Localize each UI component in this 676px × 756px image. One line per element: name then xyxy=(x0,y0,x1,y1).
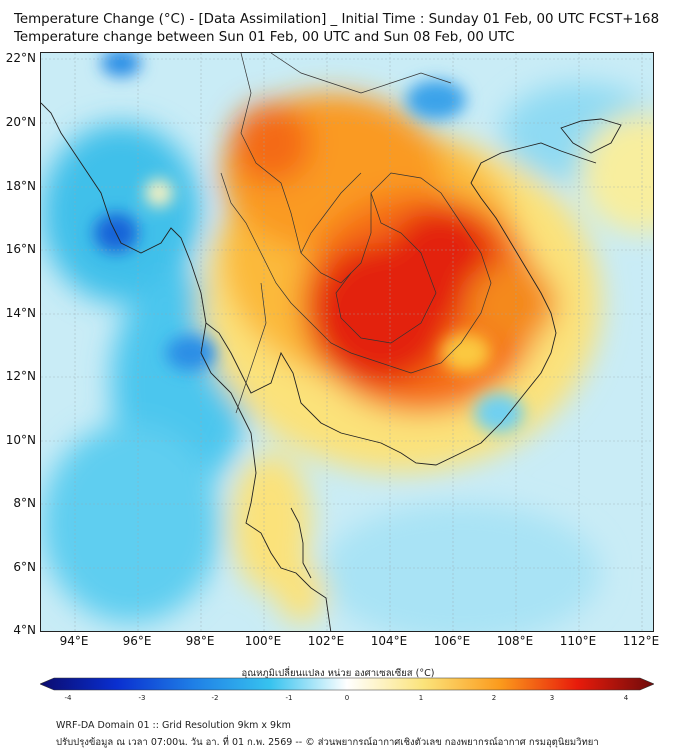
colorbar-tick: 4 xyxy=(623,694,629,702)
footer-model-info: WRF-DA Domain 01 :: Grid Resolution 9km … xyxy=(56,720,291,731)
lat-tick-4: 4°N xyxy=(13,623,36,637)
lat-tick-10: 10°N xyxy=(5,433,36,447)
map-subtitle: Temperature change between Sun 01 Feb, 0… xyxy=(14,30,515,45)
lon-tick-98: 98°E xyxy=(185,634,215,648)
lat-tick-20: 20°N xyxy=(5,115,36,129)
lat-tick-16: 16°N xyxy=(5,242,36,256)
lon-tick-110: 110°E xyxy=(559,634,597,648)
lat-tick-18: 18°N xyxy=(5,179,36,193)
country-borders xyxy=(220,53,492,414)
lat-tick-12: 12°N xyxy=(5,369,36,383)
colorbar-tick: -3 xyxy=(138,694,146,702)
map-title: Temperature Change (°C) - [Data Assimila… xyxy=(14,12,660,27)
lon-tick-100: 100°E xyxy=(244,634,282,648)
colorbar-tick: 2 xyxy=(491,694,497,702)
lat-tick-6: 6°N xyxy=(13,560,36,574)
colorbar-tick: 1 xyxy=(418,694,424,702)
footer-update-info: ปรับปรุงข้อมูล ณ เวลา 07:00น. วัน อา. ที… xyxy=(56,737,599,748)
lat-tick-8: 8°N xyxy=(13,496,36,510)
colorbar-tick: -4 xyxy=(64,694,72,702)
colorbar-tick: -1 xyxy=(285,694,293,702)
lat-tick-14: 14°N xyxy=(5,306,36,320)
temperature-field xyxy=(41,83,653,631)
lon-tick-104: 104°E xyxy=(370,634,408,648)
colorbar xyxy=(40,677,654,691)
temperature-change-map xyxy=(40,52,654,632)
lon-tick-102: 102°E xyxy=(307,634,345,648)
map-canvas xyxy=(41,53,653,631)
colorbar-tick: 0 xyxy=(344,694,350,702)
lon-tick-106: 106°E xyxy=(433,634,471,648)
lat-tick-22: 22°N xyxy=(5,51,36,65)
lon-tick-96: 96°E xyxy=(122,634,152,648)
colorbar-label: อุณหภูมิเปลี่ยนแปลง หน่วย องศาเซลเซียส (… xyxy=(241,668,435,679)
lon-tick-94: 94°E xyxy=(59,634,89,648)
colorbar-tick: -2 xyxy=(211,694,219,702)
colorbar-tick: 3 xyxy=(549,694,555,702)
lon-tick-112: 112°E xyxy=(622,634,660,648)
coastlines xyxy=(41,102,622,631)
lon-tick-108: 108°E xyxy=(496,634,534,648)
